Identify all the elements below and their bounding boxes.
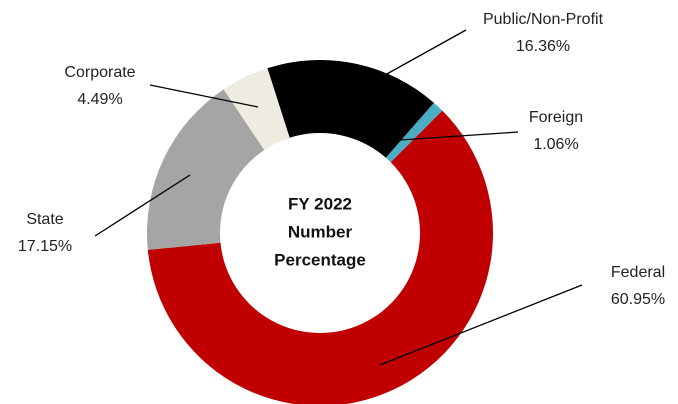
value-label: 17.15% [18, 238, 72, 255]
category-label: Federal [611, 264, 665, 281]
slice [267, 59, 434, 158]
slice [385, 102, 443, 163]
slice [223, 68, 290, 150]
value-label: 16.36% [516, 38, 570, 55]
leader-line [399, 131, 519, 141]
value-label: 4.49% [77, 91, 122, 108]
center-title: FY 2022 [288, 194, 352, 213]
slice [147, 110, 493, 404]
leader-line [94, 174, 191, 237]
category-label: Public/Non-Profit [483, 11, 604, 28]
value-label: 1.06% [533, 136, 578, 153]
center-title: Number [288, 222, 353, 241]
center-title: Percentage [274, 250, 366, 269]
category-label: Foreign [529, 109, 583, 126]
leader-line [149, 84, 259, 108]
value-label: 60.95% [611, 291, 665, 308]
leader-line [379, 284, 583, 366]
category-label: State [26, 211, 63, 228]
slice [147, 89, 265, 250]
leader-line [384, 29, 467, 76]
category-label: Corporate [64, 64, 135, 81]
